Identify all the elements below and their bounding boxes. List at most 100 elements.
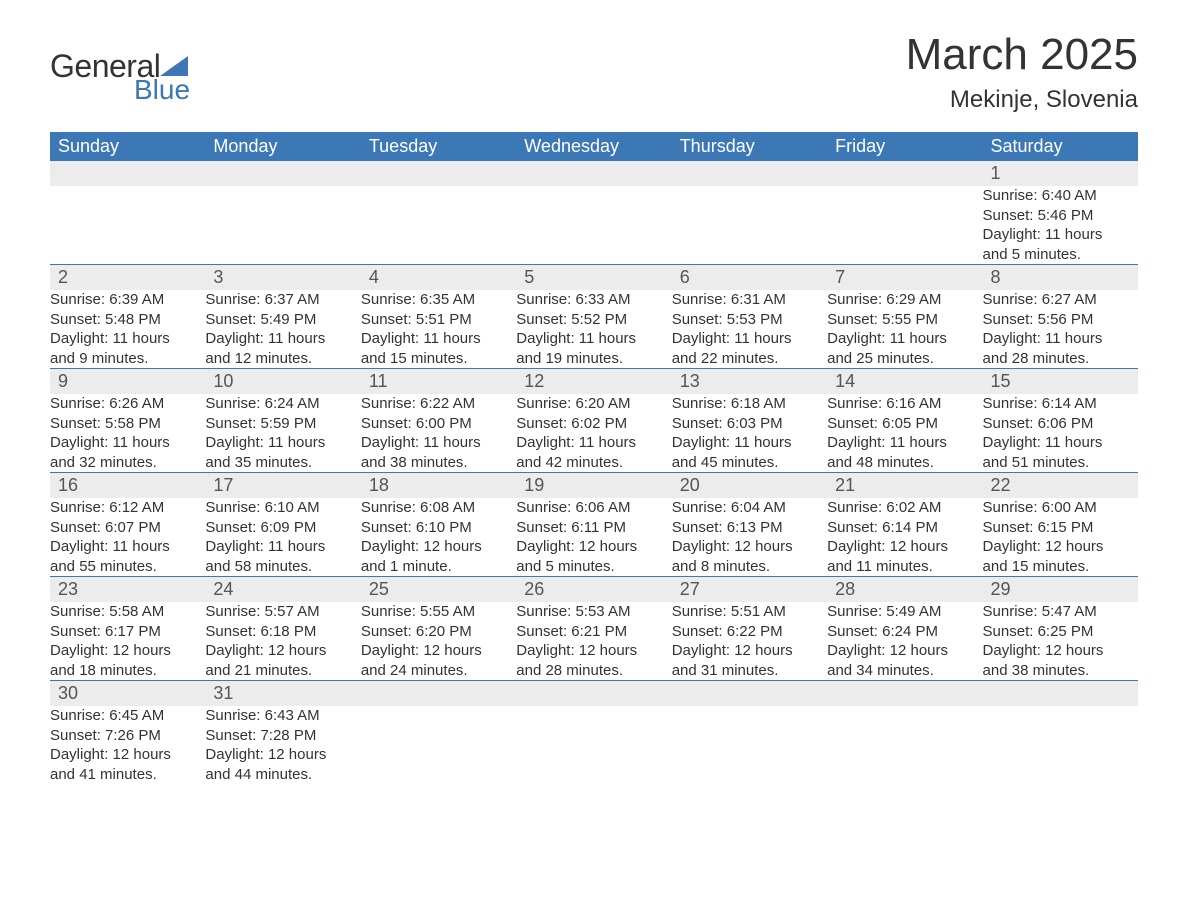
logo: General Blue <box>50 30 190 104</box>
weekday-header: Friday <box>827 132 982 161</box>
day-detail-cell <box>672 186 827 265</box>
day-sunset: Sunset: 5:49 PM <box>205 310 360 330</box>
day-sunset: Sunset: 6:24 PM <box>827 622 982 642</box>
day-number: 16 <box>50 473 205 498</box>
day-daylight2: and 32 minutes. <box>50 453 205 473</box>
day-number-cell: 23 <box>50 577 205 603</box>
day-number-cell: 27 <box>672 577 827 603</box>
day-daylight1: Daylight: 11 hours <box>205 433 360 453</box>
day-number-cell: 31 <box>205 681 360 707</box>
day-detail-row: Sunrise: 6:39 AMSunset: 5:48 PMDaylight:… <box>50 290 1138 369</box>
day-number-cell: 8 <box>983 265 1138 291</box>
day-daylight1: Daylight: 11 hours <box>983 433 1138 453</box>
day-number: 1 <box>983 161 1138 186</box>
day-detail-cell: Sunrise: 6:14 AMSunset: 6:06 PMDaylight:… <box>983 394 1138 473</box>
day-number-cell <box>50 161 205 186</box>
day-detail-cell: Sunrise: 5:47 AMSunset: 6:25 PMDaylight:… <box>983 602 1138 681</box>
day-sunrise: Sunrise: 6:29 AM <box>827 290 982 310</box>
day-daylight2: and 55 minutes. <box>50 557 205 577</box>
day-daylight2: and 11 minutes. <box>827 557 982 577</box>
day-daylight2: and 15 minutes. <box>983 557 1138 577</box>
day-sunrise: Sunrise: 5:47 AM <box>983 602 1138 622</box>
day-daylight1: Daylight: 11 hours <box>983 225 1138 245</box>
day-number: 21 <box>827 473 982 498</box>
day-number-row: 2345678 <box>50 265 1138 291</box>
day-detail-cell: Sunrise: 6:18 AMSunset: 6:03 PMDaylight:… <box>672 394 827 473</box>
day-daylight2: and 28 minutes. <box>516 661 671 681</box>
day-detail-cell <box>827 706 982 784</box>
day-detail-cell: Sunrise: 5:51 AMSunset: 6:22 PMDaylight:… <box>672 602 827 681</box>
day-daylight2: and 51 minutes. <box>983 453 1138 473</box>
day-detail-cell: Sunrise: 6:16 AMSunset: 6:05 PMDaylight:… <box>827 394 982 473</box>
day-sunrise: Sunrise: 6:02 AM <box>827 498 982 518</box>
day-number-cell: 26 <box>516 577 671 603</box>
day-sunset: Sunset: 6:21 PM <box>516 622 671 642</box>
day-number: 28 <box>827 577 982 602</box>
day-sunset: Sunset: 6:11 PM <box>516 518 671 538</box>
day-sunrise: Sunrise: 6:24 AM <box>205 394 360 414</box>
day-sunrise: Sunrise: 6:10 AM <box>205 498 360 518</box>
day-daylight1: Daylight: 11 hours <box>50 329 205 349</box>
day-detail-cell: Sunrise: 6:22 AMSunset: 6:00 PMDaylight:… <box>361 394 516 473</box>
day-number: 18 <box>361 473 516 498</box>
day-sunset: Sunset: 5:55 PM <box>827 310 982 330</box>
day-number: 14 <box>827 369 982 394</box>
day-daylight1: Daylight: 12 hours <box>205 745 360 765</box>
day-number-cell: 21 <box>827 473 982 499</box>
day-detail-cell: Sunrise: 5:58 AMSunset: 6:17 PMDaylight:… <box>50 602 205 681</box>
day-sunset: Sunset: 6:14 PM <box>827 518 982 538</box>
day-number-cell: 13 <box>672 369 827 395</box>
day-number-cell: 4 <box>361 265 516 291</box>
day-daylight2: and 8 minutes. <box>672 557 827 577</box>
calendar-table: Sunday Monday Tuesday Wednesday Thursday… <box>50 132 1138 784</box>
day-daylight1: Daylight: 11 hours <box>361 433 516 453</box>
day-daylight1: Daylight: 12 hours <box>50 745 205 765</box>
day-sunrise: Sunrise: 6:08 AM <box>361 498 516 518</box>
day-daylight2: and 38 minutes. <box>361 453 516 473</box>
day-daylight1: Daylight: 12 hours <box>827 641 982 661</box>
day-sunrise: Sunrise: 6:43 AM <box>205 706 360 726</box>
day-daylight2: and 22 minutes. <box>672 349 827 369</box>
day-number-cell: 25 <box>361 577 516 603</box>
title-block: March 2025 Mekinje, Slovenia <box>906 30 1138 114</box>
day-number-cell <box>361 161 516 186</box>
day-daylight1: Daylight: 11 hours <box>672 329 827 349</box>
day-daylight1: Daylight: 12 hours <box>205 641 360 661</box>
day-daylight2: and 31 minutes. <box>672 661 827 681</box>
day-sunrise: Sunrise: 6:06 AM <box>516 498 671 518</box>
day-daylight2: and 42 minutes. <box>516 453 671 473</box>
day-number-cell <box>827 681 982 707</box>
day-daylight2: and 19 minutes. <box>516 349 671 369</box>
day-sunrise: Sunrise: 6:27 AM <box>983 290 1138 310</box>
day-number-cell: 10 <box>205 369 360 395</box>
day-number: 25 <box>361 577 516 602</box>
day-daylight2: and 1 minute. <box>361 557 516 577</box>
day-detail-cell <box>983 706 1138 784</box>
day-daylight1: Daylight: 11 hours <box>983 329 1138 349</box>
day-sunrise: Sunrise: 6:33 AM <box>516 290 671 310</box>
day-sunrise: Sunrise: 6:40 AM <box>983 186 1138 206</box>
day-daylight1: Daylight: 11 hours <box>827 433 982 453</box>
day-detail-cell: Sunrise: 6:29 AMSunset: 5:55 PMDaylight:… <box>827 290 982 369</box>
day-daylight2: and 15 minutes. <box>361 349 516 369</box>
weekday-header: Thursday <box>672 132 827 161</box>
day-number-row: 3031 <box>50 681 1138 707</box>
day-detail-cell: Sunrise: 6:06 AMSunset: 6:11 PMDaylight:… <box>516 498 671 577</box>
day-sunrise: Sunrise: 6:35 AM <box>361 290 516 310</box>
day-detail-cell: Sunrise: 6:39 AMSunset: 5:48 PMDaylight:… <box>50 290 205 369</box>
day-detail-cell: Sunrise: 6:00 AMSunset: 6:15 PMDaylight:… <box>983 498 1138 577</box>
day-number: 23 <box>50 577 205 602</box>
day-sunrise: Sunrise: 6:00 AM <box>983 498 1138 518</box>
day-sunset: Sunset: 6:03 PM <box>672 414 827 434</box>
day-number-cell: 29 <box>983 577 1138 603</box>
day-sunrise: Sunrise: 5:58 AM <box>50 602 205 622</box>
day-sunrise: Sunrise: 5:57 AM <box>205 602 360 622</box>
day-number-cell: 30 <box>50 681 205 707</box>
day-daylight1: Daylight: 12 hours <box>516 641 671 661</box>
day-sunset: Sunset: 6:15 PM <box>983 518 1138 538</box>
day-daylight2: and 38 minutes. <box>983 661 1138 681</box>
day-daylight2: and 24 minutes. <box>361 661 516 681</box>
day-daylight2: and 5 minutes. <box>983 245 1138 265</box>
day-number-cell: 1 <box>983 161 1138 186</box>
day-daylight1: Daylight: 12 hours <box>516 537 671 557</box>
